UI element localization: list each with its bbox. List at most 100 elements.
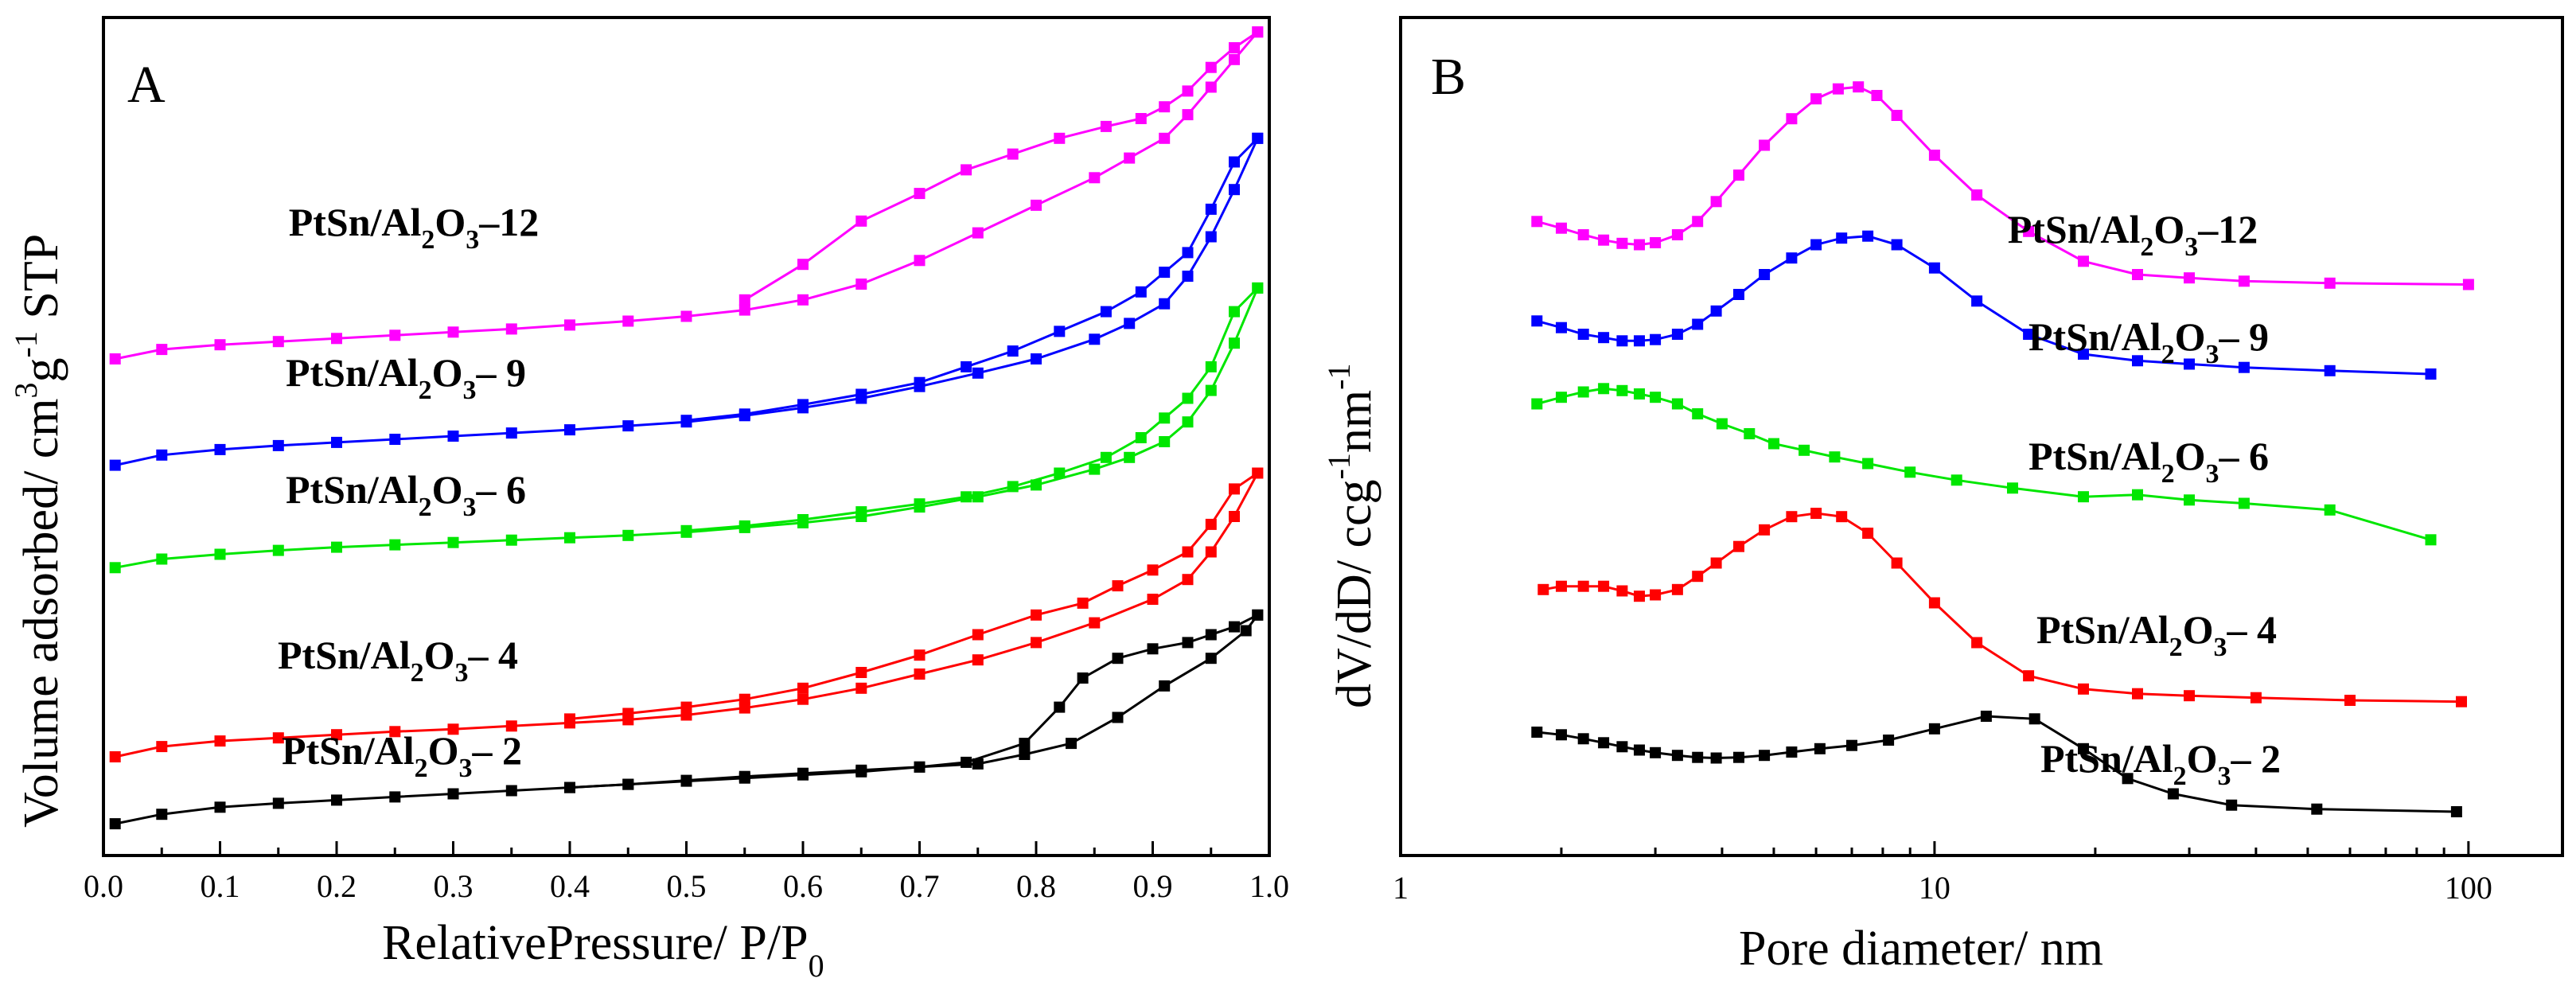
- a-series-ptsn-al2o3-4-adsorption-point: [1182, 574, 1194, 586]
- a-series-ptsn-al2o3-4-desorption-point: [1112, 580, 1124, 592]
- a-series-ptsn-al2o3-2-desorption-point: [914, 761, 926, 773]
- a-series-ptsn-al2o3-12-adsorption-point: [272, 336, 284, 348]
- b-series-ptsn-al2o3-2-adsorption-point: [2226, 799, 2238, 811]
- a-series-ptsn-al2o3-12-adsorption-point: [622, 315, 634, 327]
- a-tick-label-0.7: 0.7: [900, 868, 940, 904]
- a-series-ptsn-al2o3-6-label-sub-2: 3: [463, 493, 477, 522]
- a-series-ptsn-al2o3-2-desorption-point: [564, 781, 575, 793]
- a-series-ptsn-al2o3-2-desorption-point: [1182, 637, 1194, 649]
- a-series-ptsn-al2o3-6-desorption-point: [1100, 451, 1112, 463]
- a-series-ptsn-al2o3-4-desorption-point: [1252, 467, 1264, 479]
- a-series-ptsn-al2o3-9-desorption-point: [855, 388, 867, 400]
- b-series-ptsn-al2o3-6-adsorption-point: [1951, 474, 1962, 486]
- b-series-ptsn-al2o3-9-label-part-3: – 9: [2219, 314, 2270, 359]
- b-series-ptsn-al2o3-6-adsorption-point: [1904, 466, 1916, 478]
- b-series-ptsn-al2o3-12-label: PtSn/Al2O3–12: [2008, 207, 2258, 262]
- panel-a-x-axis-title-main: RelativePressure/ P/P: [382, 916, 809, 970]
- a-series-ptsn-al2o3-9-desorption-point: [1205, 203, 1217, 215]
- panel-b-plot-frame: [1399, 16, 2564, 857]
- b-series-ptsn-al2o3-6-label-part-3: – 6: [2219, 434, 2270, 478]
- a-series-ptsn-al2o3-12-desorption-point: [739, 294, 750, 306]
- b-series-ptsn-al2o3-9-adsorption-point: [2324, 364, 2336, 376]
- a-series-ptsn-al2o3-4-desorption-point: [622, 707, 634, 719]
- b-series-ptsn-al2o3-12-adsorption-point: [1832, 83, 1844, 95]
- b-series-ptsn-al2o3-2-adsorption-point: [2122, 773, 2134, 785]
- b-series-ptsn-al2o3-9-adsorption-point: [1634, 335, 1645, 347]
- a-series-ptsn-al2o3-12-adsorption-point: [1205, 81, 1217, 93]
- panel-b-y-axis-title-sup2: -1: [1321, 364, 1357, 390]
- a-series-ptsn-al2o3-4-adsorption-point: [855, 682, 867, 694]
- b-series-ptsn-al2o3-6-adsorption-point: [1744, 428, 1756, 439]
- b-series-ptsn-al2o3-4-adsorption-point: [2184, 690, 2195, 702]
- b-series-ptsn-al2o3-4-adsorption-point: [1537, 583, 1549, 595]
- a-series-ptsn-al2o3-6-desorption-point: [1182, 392, 1194, 404]
- a-series-ptsn-al2o3-6-adsorption-point: [1229, 337, 1240, 349]
- a-tick-label-0.5: 0.5: [667, 868, 707, 904]
- a-series-ptsn-al2o3-12-adsorption-point: [680, 310, 692, 322]
- a-series-ptsn-al2o3-2-adsorption-point: [1019, 749, 1031, 760]
- a-series-ptsn-al2o3-12-desorption-point: [914, 188, 926, 200]
- a-series-ptsn-al2o3-6-adsorption-point: [1182, 416, 1194, 428]
- a-series-ptsn-al2o3-2-desorption-point: [739, 772, 750, 784]
- a-series-ptsn-al2o3-6-adsorption-point: [1124, 451, 1136, 463]
- b-series-ptsn-al2o3-4-adsorption-point: [1634, 590, 1645, 602]
- b-series-ptsn-al2o3-2-label-part-3: – 2: [2231, 736, 2282, 781]
- b-series-ptsn-al2o3-2-adsorption-point: [1634, 744, 1645, 756]
- b-series-ptsn-al2o3-2-adsorption-point: [1710, 752, 1722, 764]
- a-series-ptsn-al2o3-4-adsorption-point: [1031, 637, 1042, 649]
- panel-a-x-axis-title: RelativePressure/ P/P0: [382, 916, 824, 984]
- a-series-ptsn-al2o3-2-label: PtSn/Al2O3– 2: [282, 728, 522, 783]
- b-series-ptsn-al2o3-2-label-sub-1: 2: [2173, 762, 2187, 791]
- a-series-ptsn-al2o3-9-adsorption-point: [1159, 298, 1171, 310]
- panel-b-y-axis-title: dV/dD/ ccg-1nm-1: [1321, 364, 1382, 708]
- a-series-ptsn-al2o3-4-desorption-point: [1182, 546, 1194, 558]
- b-series-ptsn-al2o3-9-label-sub-1: 2: [2161, 340, 2175, 369]
- a-series-ptsn-al2o3-2-adsorption-point: [505, 785, 517, 797]
- b-series-ptsn-al2o3-12-adsorption-point: [1786, 113, 1798, 125]
- a-series-ptsn-al2o3-12-label-part-3: –12: [478, 200, 539, 244]
- b-series-ptsn-al2o3-2-label-sub-2: 3: [2218, 762, 2231, 791]
- b-series-ptsn-al2o3-2: [1531, 711, 2462, 817]
- b-series-ptsn-al2o3-9-adsorption-point: [2238, 361, 2250, 373]
- b-series-ptsn-al2o3-6-adsorption-point: [1829, 451, 1841, 463]
- b-series-ptsn-al2o3-12-adsorption-point: [2078, 255, 2089, 267]
- b-series-ptsn-al2o3-12-adsorption-point: [2462, 279, 2474, 290]
- a-series-ptsn-al2o3-4-desorption-point: [797, 682, 809, 694]
- b-series-ptsn-al2o3-2-adsorption-point: [1980, 711, 1992, 722]
- a-series-ptsn-al2o3-9-desorption-point: [1135, 286, 1147, 298]
- b-series-ptsn-al2o3-12-label-part-3: –12: [2197, 207, 2258, 251]
- a-series-ptsn-al2o3-9-desorption-point: [1252, 132, 1264, 144]
- b-series-ptsn-al2o3-2-adsorption-point: [2167, 788, 2179, 800]
- b-series-ptsn-al2o3-9-adsorption-point: [1577, 329, 1589, 340]
- b-series-ptsn-al2o3-2-label-part-1: PtSn/Al: [2040, 736, 2173, 781]
- b-series-ptsn-al2o3-12-adsorption-point: [2023, 225, 2035, 237]
- a-series-ptsn-al2o3-2-desorption-point: [622, 778, 634, 790]
- b-series-ptsn-al2o3-12: [1531, 81, 2474, 290]
- a-series-ptsn-al2o3-4-adsorption-point: [797, 693, 809, 705]
- b-series-ptsn-al2o3-12-adsorption-point: [2324, 277, 2336, 289]
- a-series-ptsn-al2o3-4-adsorption-point: [214, 735, 226, 747]
- b-series-ptsn-al2o3-6-adsorption-point: [1616, 384, 1628, 396]
- a-series-ptsn-al2o3-9-adsorption-point: [1229, 184, 1240, 196]
- a-series-ptsn-al2o3-6-adsorption-point: [1159, 436, 1171, 447]
- panel-a-y-axis-title-mid: g: [14, 357, 68, 382]
- a-series-ptsn-al2o3-9-adsorption-point: [1031, 353, 1042, 364]
- b-series-ptsn-al2o3-2-adsorption-point: [2311, 803, 2323, 815]
- b-series-ptsn-al2o3-4-adsorption-point: [1556, 580, 1567, 592]
- a-series-ptsn-al2o3-2-desorption-point: [961, 756, 972, 768]
- a-series-ptsn-al2o3-4-adsorption-point: [272, 732, 284, 744]
- b-series-ptsn-al2o3-4-adsorption-point: [1577, 580, 1589, 592]
- b-series-ptsn-al2o3-2-adsorption-point: [1531, 727, 1543, 738]
- panel-b-x-axis-title: Pore diameter/ nm: [1739, 922, 2103, 976]
- b-series-ptsn-al2o3-6-adsorption-point: [1556, 392, 1567, 403]
- a-tick-label-1.0: 1.0: [1249, 868, 1289, 904]
- a-series-ptsn-al2o3-12-desorption-point: [1100, 120, 1112, 132]
- b-series-ptsn-al2o3-9: [1531, 230, 2437, 380]
- a-series-ptsn-al2o3-9-label-part-2: O: [432, 350, 463, 395]
- b-series-ptsn-al2o3-12-label-sub-2: 3: [2184, 232, 2198, 262]
- a-series-ptsn-al2o3-4-label-part-3: – 4: [468, 633, 519, 677]
- b-series-ptsn-al2o3-9-adsorption-point: [1692, 318, 1704, 330]
- a-series-ptsn-al2o3-4-adsorption-point: [914, 668, 926, 680]
